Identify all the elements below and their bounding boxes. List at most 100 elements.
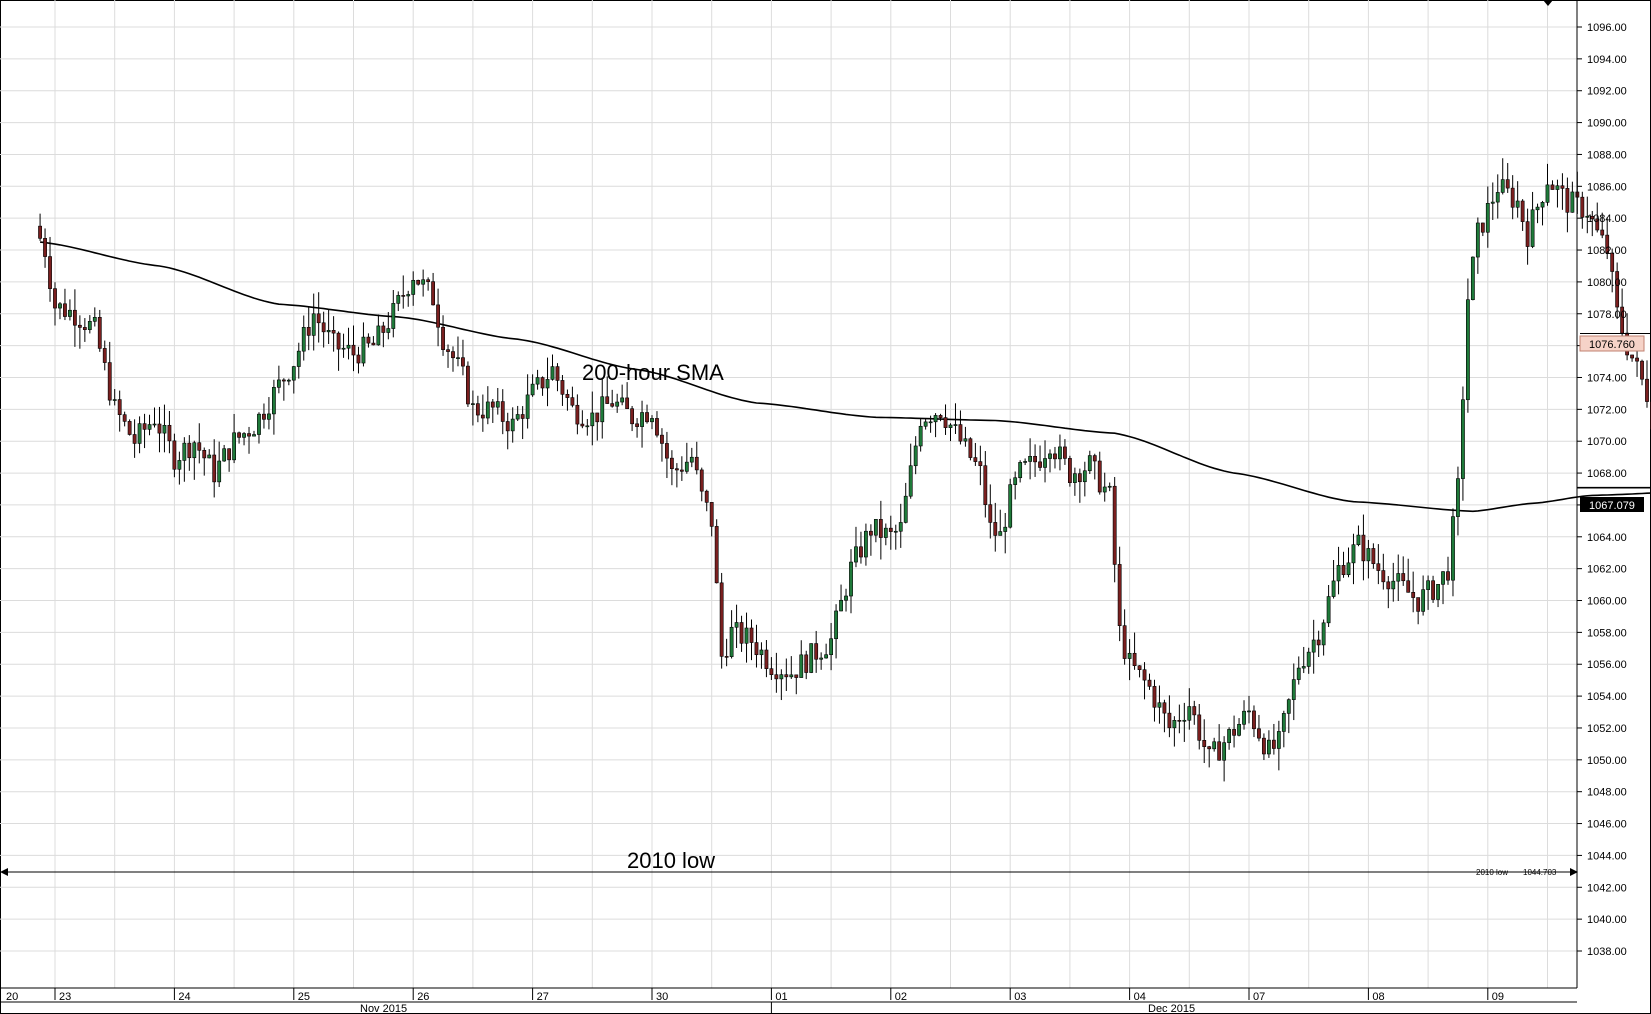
candle	[1421, 575, 1426, 616]
candle-body	[1077, 473, 1082, 483]
candle	[306, 307, 311, 351]
candle-body	[724, 656, 729, 658]
candle-body	[1451, 516, 1455, 581]
candle	[207, 449, 212, 459]
y-tick-label: 1064.00	[1587, 532, 1627, 544]
candle	[1520, 199, 1525, 231]
candle-body	[48, 256, 52, 289]
candle	[570, 386, 575, 408]
candle-body	[893, 530, 898, 533]
candle	[824, 643, 829, 659]
candle	[520, 406, 525, 440]
month-label: Dec 2015	[1148, 1003, 1195, 1014]
candle	[699, 467, 704, 502]
candle	[371, 336, 376, 346]
candle-body	[640, 412, 644, 427]
candle	[217, 441, 222, 488]
y-tick-label: 1054.00	[1587, 691, 1627, 703]
candle-body	[1615, 271, 1620, 308]
candle	[1271, 723, 1276, 755]
candle	[1441, 571, 1445, 605]
candle-body	[1003, 526, 1008, 532]
candle	[913, 436, 918, 475]
candle	[1197, 703, 1202, 750]
candle	[1068, 455, 1072, 487]
candle	[898, 503, 903, 548]
candle	[1291, 663, 1296, 721]
candle	[714, 519, 719, 584]
candle	[779, 669, 784, 701]
candle	[1242, 700, 1246, 730]
candle-body	[535, 377, 540, 385]
candle-body	[1117, 564, 1122, 626]
y-tick-label: 1058.00	[1587, 627, 1627, 639]
candle-body	[1480, 222, 1485, 233]
candle-body	[475, 403, 480, 416]
candle-body	[1132, 652, 1137, 667]
candle-body	[451, 351, 455, 359]
candle-body	[132, 434, 137, 444]
candle-body	[560, 380, 565, 395]
candle-body	[331, 330, 336, 334]
candle-body	[421, 279, 426, 285]
candle-body	[1525, 221, 1530, 247]
candle	[993, 502, 998, 552]
candle-body	[1416, 597, 1421, 612]
candle-body	[87, 321, 92, 330]
candle-body	[1381, 570, 1386, 583]
candle	[1426, 575, 1431, 610]
candle	[117, 390, 122, 432]
candle-body	[82, 327, 87, 330]
x-tick-label: 26	[417, 991, 429, 1003]
candle	[704, 489, 709, 512]
candle-body	[1291, 679, 1296, 700]
candle	[864, 523, 868, 566]
candle-body	[102, 348, 107, 363]
scroll-marker-icon[interactable]	[1543, 0, 1553, 6]
candle-body	[1351, 544, 1356, 564]
candle	[854, 526, 858, 568]
candle-body	[1535, 206, 1540, 211]
candle-body	[883, 527, 888, 538]
candle	[1157, 685, 1162, 724]
candle	[311, 293, 316, 351]
candle	[1092, 453, 1097, 480]
candle	[326, 309, 331, 344]
candle	[1262, 733, 1266, 761]
candle	[575, 394, 580, 435]
candle	[192, 440, 197, 480]
candle	[918, 418, 923, 452]
candle-body	[625, 397, 630, 409]
candle-body	[505, 421, 510, 432]
candle	[1640, 359, 1644, 386]
candle-body	[1366, 548, 1371, 562]
candle	[386, 312, 391, 340]
candle	[267, 397, 271, 430]
candle	[1177, 704, 1182, 734]
candle	[620, 384, 625, 406]
candle-body	[1570, 191, 1575, 213]
candle	[988, 484, 993, 539]
candle	[1038, 445, 1042, 472]
y-tick-label: 1086.00	[1587, 181, 1627, 193]
candle-body	[839, 599, 843, 612]
candle-body	[1341, 565, 1346, 576]
candle	[1505, 163, 1510, 193]
candle	[97, 309, 102, 352]
candle-body	[550, 366, 555, 380]
candle	[480, 394, 485, 432]
candle-body	[973, 457, 978, 462]
candle-body	[237, 432, 241, 438]
candle	[1018, 460, 1023, 483]
candle-body	[426, 279, 431, 282]
candle-body	[1456, 478, 1460, 517]
candle	[1346, 547, 1351, 578]
candle	[1152, 679, 1157, 722]
candle-body	[232, 432, 237, 461]
candle-body	[470, 403, 475, 405]
candle-body	[1396, 573, 1401, 582]
candle	[883, 523, 888, 546]
candle	[107, 341, 112, 406]
candle-body	[1053, 453, 1057, 460]
